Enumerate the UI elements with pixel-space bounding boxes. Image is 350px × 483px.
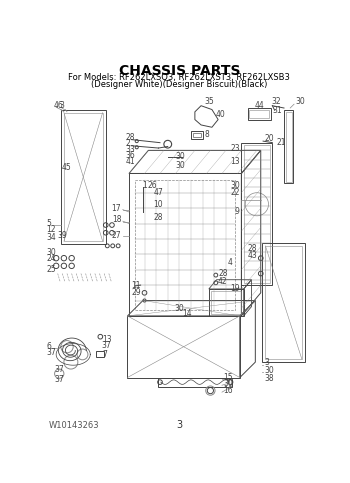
- Text: 28: 28: [125, 133, 135, 142]
- Text: 27: 27: [112, 230, 121, 240]
- Text: 9: 9: [235, 208, 240, 216]
- Bar: [61, 110, 106, 244]
- Text: 37: 37: [102, 341, 112, 350]
- Text: 17: 17: [112, 204, 121, 213]
- Text: 6: 6: [47, 342, 52, 351]
- Bar: [249, 110, 269, 118]
- Text: 30: 30: [230, 181, 240, 189]
- Text: 19: 19: [230, 284, 239, 294]
- Bar: [247, 108, 271, 120]
- Text: 24: 24: [46, 255, 56, 263]
- Text: 1: 1: [142, 181, 147, 189]
- Text: 30: 30: [296, 98, 305, 106]
- Text: 46: 46: [54, 101, 64, 110]
- Text: 23: 23: [230, 144, 240, 153]
- Text: W10143263: W10143263: [48, 421, 99, 430]
- Bar: [64, 113, 103, 241]
- Text: 28: 28: [154, 213, 163, 222]
- Text: 10: 10: [154, 200, 163, 209]
- Text: 29: 29: [131, 288, 141, 298]
- Bar: [241, 142, 272, 285]
- Text: 44: 44: [254, 101, 264, 110]
- Text: For Models: RF262LXSQ3, RF262LXST3, RF262LXSB3: For Models: RF262LXSQ3, RF262LXST3, RF26…: [69, 72, 290, 82]
- Text: 18: 18: [112, 215, 121, 224]
- Text: CHASSIS PARTS: CHASSIS PARTS: [119, 64, 240, 78]
- Bar: [127, 316, 240, 378]
- Text: 13: 13: [230, 157, 240, 167]
- Text: 38: 38: [265, 374, 274, 383]
- Text: 3: 3: [59, 101, 64, 110]
- Text: 33: 33: [125, 145, 135, 154]
- Text: 47: 47: [154, 188, 163, 197]
- Text: 20: 20: [265, 134, 274, 143]
- Text: 3: 3: [265, 357, 270, 367]
- Text: 11: 11: [131, 281, 141, 290]
- Text: 30: 30: [175, 161, 185, 170]
- Text: 30: 30: [175, 152, 185, 161]
- Text: 30: 30: [175, 304, 184, 313]
- Text: 8: 8: [204, 130, 209, 140]
- Text: (Designer White)(Designer Biscuit)(Black): (Designer White)(Designer Biscuit)(Black…: [91, 80, 267, 88]
- Bar: [129, 173, 242, 316]
- Text: 37: 37: [47, 348, 57, 357]
- Text: 13: 13: [102, 335, 112, 343]
- Text: 42: 42: [218, 277, 228, 286]
- Text: 34: 34: [46, 233, 56, 242]
- Text: 43: 43: [247, 251, 257, 259]
- Bar: [191, 131, 203, 139]
- Text: 26: 26: [147, 181, 157, 189]
- Text: 3: 3: [176, 420, 182, 430]
- Text: 21: 21: [276, 138, 286, 147]
- Text: 5: 5: [46, 219, 51, 228]
- Text: 45: 45: [62, 163, 72, 172]
- Text: 35: 35: [204, 98, 214, 106]
- Text: 12: 12: [46, 225, 56, 234]
- Text: 36: 36: [125, 151, 135, 160]
- Bar: [244, 145, 270, 283]
- Text: 39: 39: [57, 230, 66, 240]
- Text: 28: 28: [247, 244, 257, 254]
- Bar: [209, 289, 244, 316]
- Text: 30: 30: [265, 366, 274, 375]
- Bar: [265, 246, 302, 359]
- Bar: [284, 110, 293, 184]
- Text: 30: 30: [224, 379, 233, 388]
- Bar: [97, 351, 104, 357]
- Text: 2: 2: [125, 139, 130, 148]
- Bar: [262, 243, 305, 362]
- Text: 7: 7: [102, 350, 107, 359]
- Text: 28: 28: [218, 269, 228, 278]
- Bar: [135, 180, 235, 310]
- Text: 41: 41: [125, 157, 135, 167]
- Text: 31: 31: [272, 106, 282, 115]
- Text: 25: 25: [46, 265, 56, 274]
- Text: 15: 15: [224, 373, 233, 382]
- Bar: [286, 112, 292, 182]
- Text: 14: 14: [182, 309, 192, 318]
- Bar: [193, 133, 201, 137]
- Bar: [159, 378, 232, 387]
- Text: 22: 22: [230, 188, 240, 197]
- Text: 30: 30: [46, 248, 56, 257]
- Bar: [211, 291, 241, 313]
- Text: 32: 32: [272, 98, 281, 106]
- Text: 4: 4: [227, 257, 232, 267]
- Text: 16: 16: [224, 386, 233, 395]
- Text: 37: 37: [54, 365, 64, 374]
- Text: 37: 37: [54, 375, 64, 384]
- Text: 40: 40: [216, 111, 225, 119]
